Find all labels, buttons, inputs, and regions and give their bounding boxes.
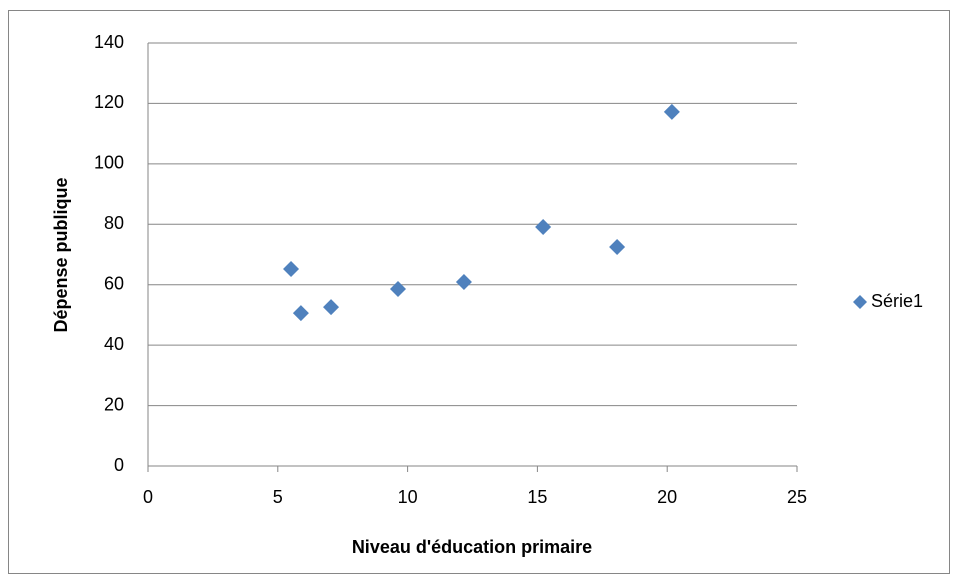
y-tick-label: 120 bbox=[94, 92, 124, 112]
point bbox=[323, 299, 340, 316]
y-tick-label: 140 bbox=[94, 32, 124, 52]
x-tick-label: 5 bbox=[273, 487, 283, 507]
point bbox=[663, 103, 680, 120]
point bbox=[609, 238, 626, 255]
point bbox=[535, 219, 552, 236]
legend-label: Série1 bbox=[871, 291, 923, 311]
point bbox=[292, 305, 309, 322]
y-axis-title: Dépense publique bbox=[51, 177, 71, 332]
x-tick-label: 25 bbox=[787, 487, 807, 507]
y-tick-label: 20 bbox=[104, 394, 124, 414]
y-tick-label: 100 bbox=[94, 153, 124, 173]
chart-border bbox=[8, 10, 950, 574]
y-tick-label: 40 bbox=[104, 334, 124, 354]
x-tick-label: 10 bbox=[398, 487, 418, 507]
y-tick-label: 0 bbox=[114, 455, 124, 475]
x-tick-label: 15 bbox=[527, 487, 547, 507]
y-tick-label: 60 bbox=[104, 273, 124, 293]
legend-marker bbox=[853, 295, 867, 309]
x-axis-title: Niveau d'éducation primaire bbox=[352, 537, 592, 557]
x-tick-label: 20 bbox=[657, 487, 677, 507]
point bbox=[389, 280, 406, 297]
x-tick-label: 0 bbox=[143, 487, 153, 507]
point bbox=[455, 273, 472, 290]
y-tick-label: 80 bbox=[104, 213, 124, 233]
point bbox=[283, 261, 300, 278]
